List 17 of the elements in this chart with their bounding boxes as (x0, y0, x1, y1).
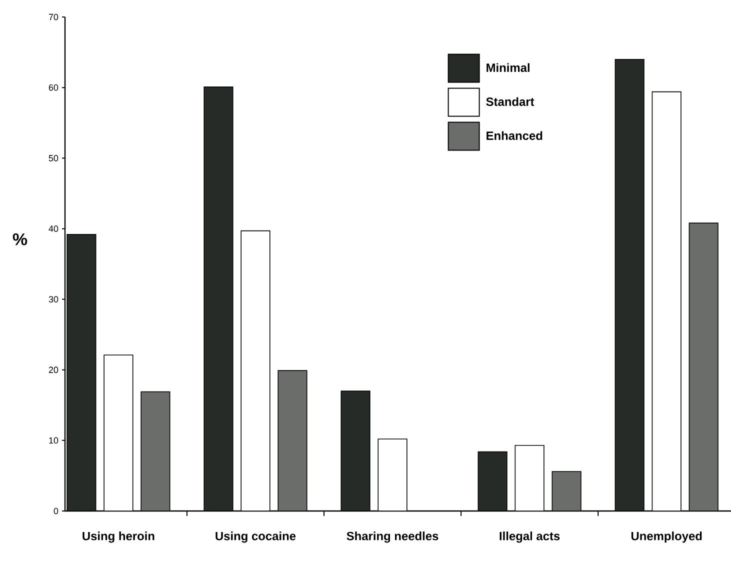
y-tick-label: 20 (48, 366, 58, 374)
y-tick-label: 70 (48, 14, 58, 20)
x-tick-label: Using cocaine (216, 532, 296, 543)
y-tick-label: 30 (48, 296, 58, 302)
x-tick-label: Illegal acts (500, 532, 560, 543)
y-tick-label: 40 (48, 226, 58, 232)
y-tick-label: 50 (48, 154, 58, 162)
y-tick-label: 60 (48, 84, 58, 91)
y-axis-title: % (12, 233, 28, 246)
legend-label: Enhanced (486, 131, 542, 140)
y-tick-label: 10 (49, 437, 58, 444)
x-tick-label: Sharing needles (346, 532, 438, 543)
legend-label: Standart (486, 97, 534, 106)
y-tick-label: 0 (54, 508, 58, 514)
x-tick-label: Unemployed (631, 532, 702, 543)
x-tick-label: Using heroin (82, 532, 154, 543)
legend-label: Minimal (486, 63, 530, 72)
